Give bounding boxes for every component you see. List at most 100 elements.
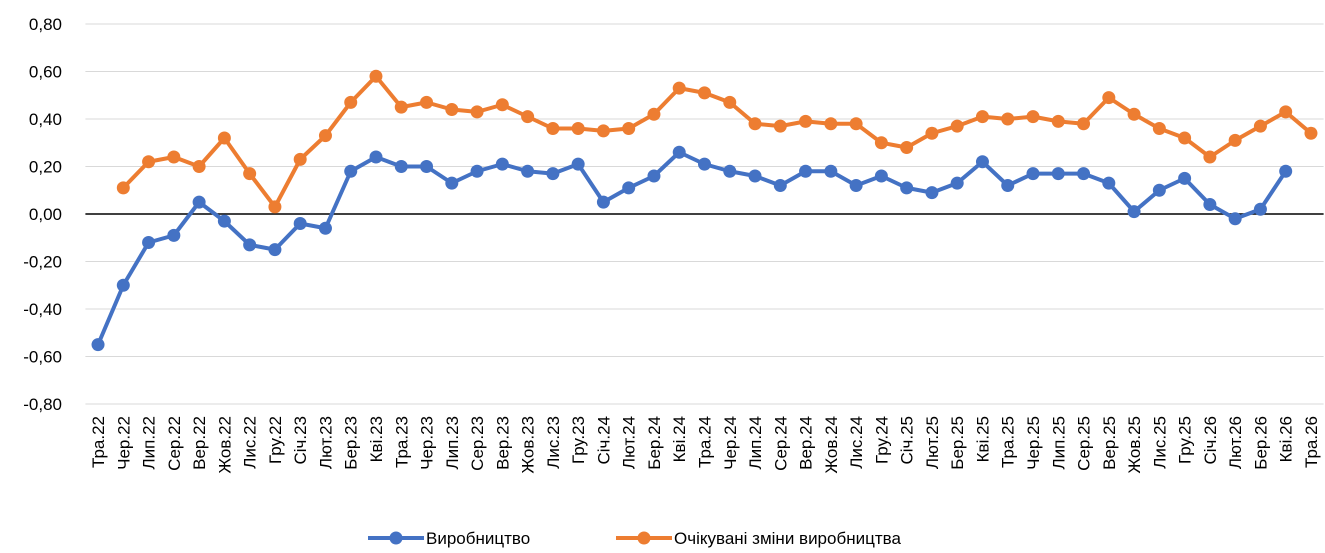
point: [1279, 164, 1293, 178]
point: [622, 122, 636, 135]
y-tick-label: -0,20: [23, 253, 62, 272]
point: [1102, 91, 1116, 105]
x-tick-label: Січ.24: [594, 416, 613, 465]
point: [369, 150, 383, 164]
point: [874, 169, 888, 183]
x-tick-label: Вер.22: [190, 416, 209, 470]
point: [1178, 171, 1192, 185]
x-tick-label: Гру.25: [1176, 416, 1195, 464]
point: [217, 131, 231, 145]
point: [1001, 179, 1015, 192]
point: [571, 122, 585, 135]
point: [142, 236, 156, 249]
point: [1026, 167, 1040, 181]
point: [1203, 150, 1217, 164]
point: [824, 164, 838, 178]
point: [824, 117, 838, 131]
point: [445, 103, 459, 116]
point: [318, 129, 332, 143]
point: [1152, 122, 1166, 135]
point: [521, 110, 535, 124]
x-tick-label: Сер.22: [165, 416, 184, 471]
x-tick-label: Жов.23: [519, 416, 538, 474]
point: [268, 200, 282, 214]
point: [1051, 167, 1065, 181]
point: [672, 145, 686, 159]
x-tick-label: Вер.23: [493, 416, 512, 470]
x-tick-label: Сер.23: [468, 416, 487, 471]
x-tick-label: Чер.24: [721, 416, 740, 470]
point: [268, 243, 282, 257]
point: [420, 95, 434, 109]
point: [495, 157, 509, 171]
x-tick-label: Бер.23: [342, 416, 361, 470]
point: [1077, 117, 1091, 131]
point: [546, 122, 560, 135]
point: [142, 155, 156, 169]
point: [1026, 110, 1040, 124]
x-tick-label: Вер.25: [1100, 416, 1119, 470]
x-tick-label: Тра.26: [1302, 416, 1321, 468]
x-tick-label: Лют.23: [316, 416, 335, 469]
point: [900, 181, 914, 195]
point: [470, 105, 484, 119]
point: [217, 214, 231, 228]
x-tick-label: Гру.24: [872, 416, 891, 464]
legend-marker: [389, 531, 403, 545]
point: [950, 119, 964, 133]
point: [546, 167, 560, 181]
x-tick-label: Кві.26: [1277, 416, 1296, 462]
point: [950, 176, 964, 190]
point: [521, 164, 535, 178]
legend-label: Виробництво: [426, 529, 530, 548]
x-tick-label: Чер.25: [1024, 416, 1043, 470]
y-tick-label: 0,00: [29, 205, 62, 224]
x-tick-label: Лют.26: [1226, 416, 1245, 469]
point: [1001, 112, 1015, 126]
x-tick-label: Тра.22: [89, 416, 108, 468]
point: [293, 217, 307, 230]
point: [773, 119, 787, 133]
x-tick-label: Сер.24: [771, 416, 790, 471]
point: [1203, 198, 1217, 211]
point: [1178, 131, 1192, 145]
point: [167, 150, 181, 164]
point: [596, 124, 610, 138]
x-tick-label: Січ.26: [1201, 416, 1220, 465]
x-tick-label: Бер.25: [948, 416, 967, 470]
point: [293, 152, 307, 166]
x-tick-label: Гру.23: [569, 416, 588, 464]
y-tick-label: 0,80: [29, 15, 62, 34]
point: [192, 195, 206, 209]
point: [394, 160, 408, 173]
y-tick-label: 0,20: [29, 158, 62, 177]
x-tick-label: Кві.24: [670, 416, 689, 462]
x-tick-label: Сер.25: [1075, 416, 1094, 471]
point: [1077, 167, 1091, 181]
point: [925, 126, 939, 140]
point: [647, 107, 661, 121]
point: [698, 86, 711, 100]
point: [192, 160, 206, 173]
point: [849, 179, 863, 192]
y-tick-label: -0,40: [23, 300, 62, 319]
x-tick-label: Жов.22: [215, 416, 234, 474]
point: [1253, 202, 1267, 216]
point: [925, 186, 939, 200]
point: [1051, 114, 1065, 128]
point: [243, 238, 257, 252]
x-tick-label: Лют.25: [923, 416, 942, 469]
point: [1304, 126, 1318, 140]
point: [748, 169, 762, 183]
x-tick-label: Лип.24: [746, 416, 765, 470]
x-tick-label: Бер.26: [1251, 416, 1270, 470]
point: [167, 228, 181, 242]
x-tick-label: Лис.22: [241, 416, 260, 469]
y-tick-label: 0,40: [29, 110, 62, 129]
point: [849, 117, 863, 131]
point: [243, 167, 257, 181]
point: [799, 164, 813, 178]
x-tick-label: Чер.23: [418, 416, 437, 470]
x-tick-label: Лип.22: [140, 416, 159, 470]
